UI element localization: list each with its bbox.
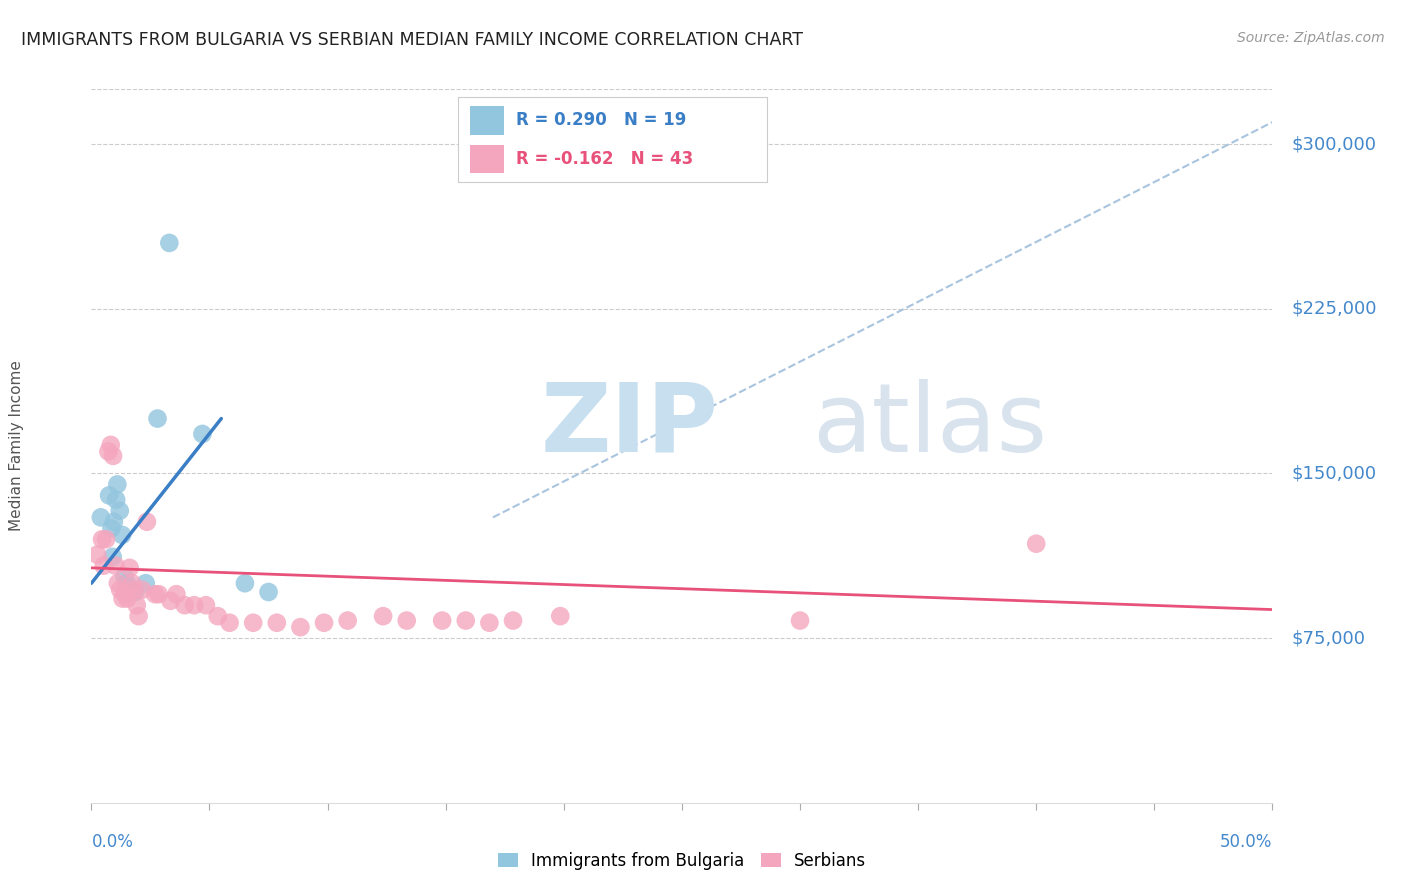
- Point: [90, 510, 112, 524]
- Point: [115, 576, 138, 591]
- Point: [290, 620, 312, 634]
- Point: [125, 598, 148, 612]
- Point: [135, 515, 157, 529]
- Point: [266, 615, 288, 630]
- Point: [104, 558, 127, 573]
- Point: [108, 582, 131, 597]
- FancyBboxPatch shape: [470, 106, 503, 135]
- Point: [148, 587, 170, 601]
- Point: [173, 598, 195, 612]
- Point: [478, 615, 501, 630]
- Point: [336, 614, 359, 628]
- Point: [395, 614, 418, 628]
- Point: [91, 533, 114, 547]
- Point: [108, 504, 131, 518]
- Point: [107, 576, 129, 591]
- Point: [371, 609, 394, 624]
- Point: [789, 614, 811, 628]
- Legend: Immigrants from Bulgaria, Serbians: Immigrants from Bulgaria, Serbians: [491, 846, 873, 877]
- Point: [242, 615, 264, 630]
- Text: 0.0%: 0.0%: [91, 833, 134, 851]
- Point: [94, 533, 117, 547]
- Text: $150,000: $150,000: [1291, 465, 1376, 483]
- Text: $225,000: $225,000: [1291, 300, 1376, 318]
- Point: [98, 488, 121, 502]
- Point: [165, 587, 187, 601]
- Point: [97, 444, 120, 458]
- Point: [312, 615, 335, 630]
- Point: [146, 411, 169, 425]
- Point: [105, 492, 128, 507]
- Point: [183, 598, 205, 612]
- Text: Median Family Income: Median Family Income: [10, 360, 24, 532]
- Text: R = 0.290   N = 19: R = 0.290 N = 19: [516, 112, 686, 129]
- Point: [93, 558, 115, 573]
- FancyBboxPatch shape: [470, 145, 503, 173]
- Text: R = -0.162   N = 43: R = -0.162 N = 43: [516, 150, 693, 168]
- Point: [143, 587, 166, 601]
- Point: [1025, 537, 1047, 551]
- Point: [135, 576, 157, 591]
- Text: atlas: atlas: [811, 378, 1047, 472]
- Point: [502, 614, 524, 628]
- Text: ZIP: ZIP: [540, 378, 718, 472]
- Text: Source: ZipAtlas.com: Source: ZipAtlas.com: [1237, 31, 1385, 45]
- Point: [111, 528, 134, 542]
- Point: [159, 594, 181, 608]
- Text: $300,000: $300,000: [1291, 135, 1376, 153]
- Point: [117, 591, 139, 606]
- Point: [233, 576, 256, 591]
- Point: [157, 235, 180, 250]
- Point: [118, 561, 141, 575]
- Point: [131, 582, 153, 597]
- Point: [124, 582, 146, 597]
- Text: $75,000: $75,000: [1291, 629, 1365, 647]
- Point: [454, 614, 477, 628]
- Point: [548, 609, 571, 624]
- Point: [101, 549, 124, 564]
- Point: [430, 614, 453, 628]
- Point: [124, 585, 146, 599]
- Point: [114, 569, 136, 583]
- Point: [105, 477, 128, 491]
- Point: [114, 587, 136, 601]
- Point: [120, 582, 142, 597]
- Point: [100, 438, 122, 452]
- Point: [111, 591, 134, 606]
- Point: [121, 576, 143, 591]
- Text: IMMIGRANTS FROM BULGARIA VS SERBIAN MEDIAN FAMILY INCOME CORRELATION CHART: IMMIGRANTS FROM BULGARIA VS SERBIAN MEDI…: [21, 31, 803, 49]
- Text: 50.0%: 50.0%: [1220, 833, 1272, 851]
- Point: [191, 426, 214, 441]
- Point: [128, 609, 150, 624]
- Point: [257, 585, 280, 599]
- Point: [100, 521, 122, 535]
- Point: [103, 515, 125, 529]
- Point: [194, 598, 217, 612]
- Point: [101, 449, 124, 463]
- Point: [218, 615, 240, 630]
- Point: [86, 548, 108, 562]
- Point: [207, 609, 229, 624]
